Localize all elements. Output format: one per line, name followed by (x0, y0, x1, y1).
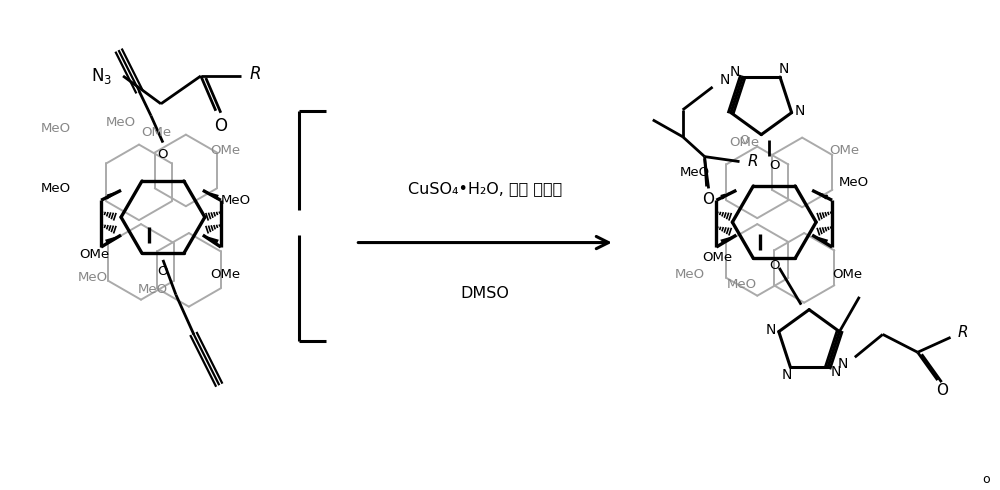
Text: N: N (719, 73, 730, 87)
Text: N: N (766, 322, 776, 337)
Text: OMe: OMe (211, 144, 241, 157)
Text: MeO: MeO (41, 122, 71, 135)
Text: R: R (747, 154, 758, 169)
Polygon shape (203, 190, 219, 199)
Text: MeO: MeO (674, 269, 705, 281)
Text: O: O (158, 266, 168, 278)
Text: MeO: MeO (839, 176, 869, 189)
Polygon shape (105, 235, 121, 245)
Text: MeO: MeO (106, 116, 136, 129)
Text: N: N (794, 104, 805, 118)
Text: O: O (937, 383, 949, 397)
Text: N: N (781, 368, 792, 382)
Text: o: o (982, 473, 989, 486)
Text: OMe: OMe (832, 269, 862, 281)
Text: MeO: MeO (679, 166, 710, 179)
Text: O: O (769, 159, 779, 172)
Text: N: N (729, 65, 740, 79)
Text: R: R (250, 65, 261, 83)
Polygon shape (720, 190, 736, 199)
Text: MeO: MeO (726, 278, 756, 291)
Polygon shape (720, 235, 736, 245)
Text: MeO: MeO (41, 182, 71, 195)
Text: OMe: OMe (829, 144, 859, 157)
Text: O: O (739, 134, 749, 147)
Text: CuSO₄•H₂O, 抗坏 血酸钓: CuSO₄•H₂O, 抗坏 血酸钓 (408, 181, 562, 196)
Polygon shape (105, 190, 121, 199)
Text: O: O (769, 259, 779, 272)
Text: OMe: OMe (729, 136, 759, 149)
Text: MeO: MeO (138, 283, 168, 296)
Text: N: N (779, 62, 789, 76)
Polygon shape (203, 235, 219, 245)
Text: OMe: OMe (702, 251, 732, 265)
Text: OMe: OMe (79, 248, 109, 262)
Text: O: O (158, 148, 168, 161)
Text: MeO: MeO (78, 271, 108, 284)
Polygon shape (812, 190, 828, 199)
Text: N$_3$: N$_3$ (91, 66, 112, 86)
Text: O: O (214, 117, 227, 135)
Text: R: R (957, 325, 968, 340)
Text: DMSO: DMSO (461, 286, 509, 301)
Text: O: O (703, 192, 715, 207)
Text: OMe: OMe (141, 126, 171, 139)
Polygon shape (812, 235, 828, 245)
Text: OMe: OMe (211, 269, 241, 281)
Text: N: N (831, 365, 841, 379)
Text: N: N (838, 357, 848, 371)
Text: MeO: MeO (221, 194, 251, 207)
